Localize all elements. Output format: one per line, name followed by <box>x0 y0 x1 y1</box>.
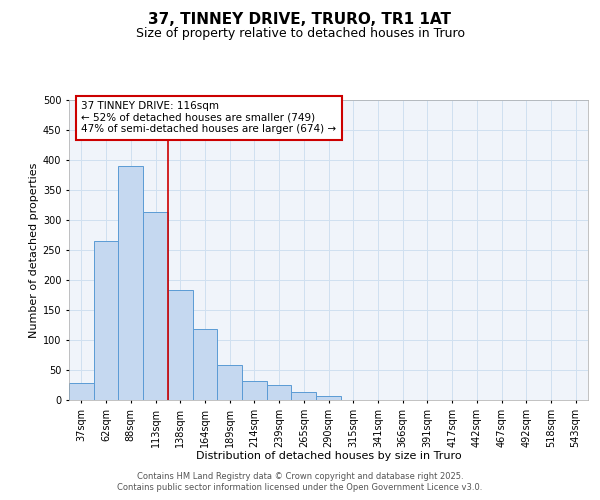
Bar <box>217 365 242 400</box>
Bar <box>242 381 267 400</box>
Text: 37, TINNEY DRIVE, TRURO, TR1 1AT: 37, TINNEY DRIVE, TRURO, TR1 1AT <box>149 12 452 28</box>
Bar <box>94 241 118 400</box>
Bar <box>267 385 292 400</box>
Y-axis label: Number of detached properties: Number of detached properties <box>29 162 38 338</box>
Bar <box>292 392 316 400</box>
Bar <box>143 212 168 400</box>
Text: Contains public sector information licensed under the Open Government Licence v3: Contains public sector information licen… <box>118 484 482 492</box>
Bar <box>316 396 341 400</box>
Text: Size of property relative to detached houses in Truro: Size of property relative to detached ho… <box>136 28 464 40</box>
Text: Contains HM Land Registry data © Crown copyright and database right 2025.: Contains HM Land Registry data © Crown c… <box>137 472 463 481</box>
Bar <box>118 166 143 400</box>
Bar <box>69 383 94 400</box>
Bar <box>193 329 217 400</box>
Bar <box>168 290 193 400</box>
X-axis label: Distribution of detached houses by size in Truro: Distribution of detached houses by size … <box>196 451 461 461</box>
Text: 37 TINNEY DRIVE: 116sqm
← 52% of detached houses are smaller (749)
47% of semi-d: 37 TINNEY DRIVE: 116sqm ← 52% of detache… <box>82 101 337 134</box>
